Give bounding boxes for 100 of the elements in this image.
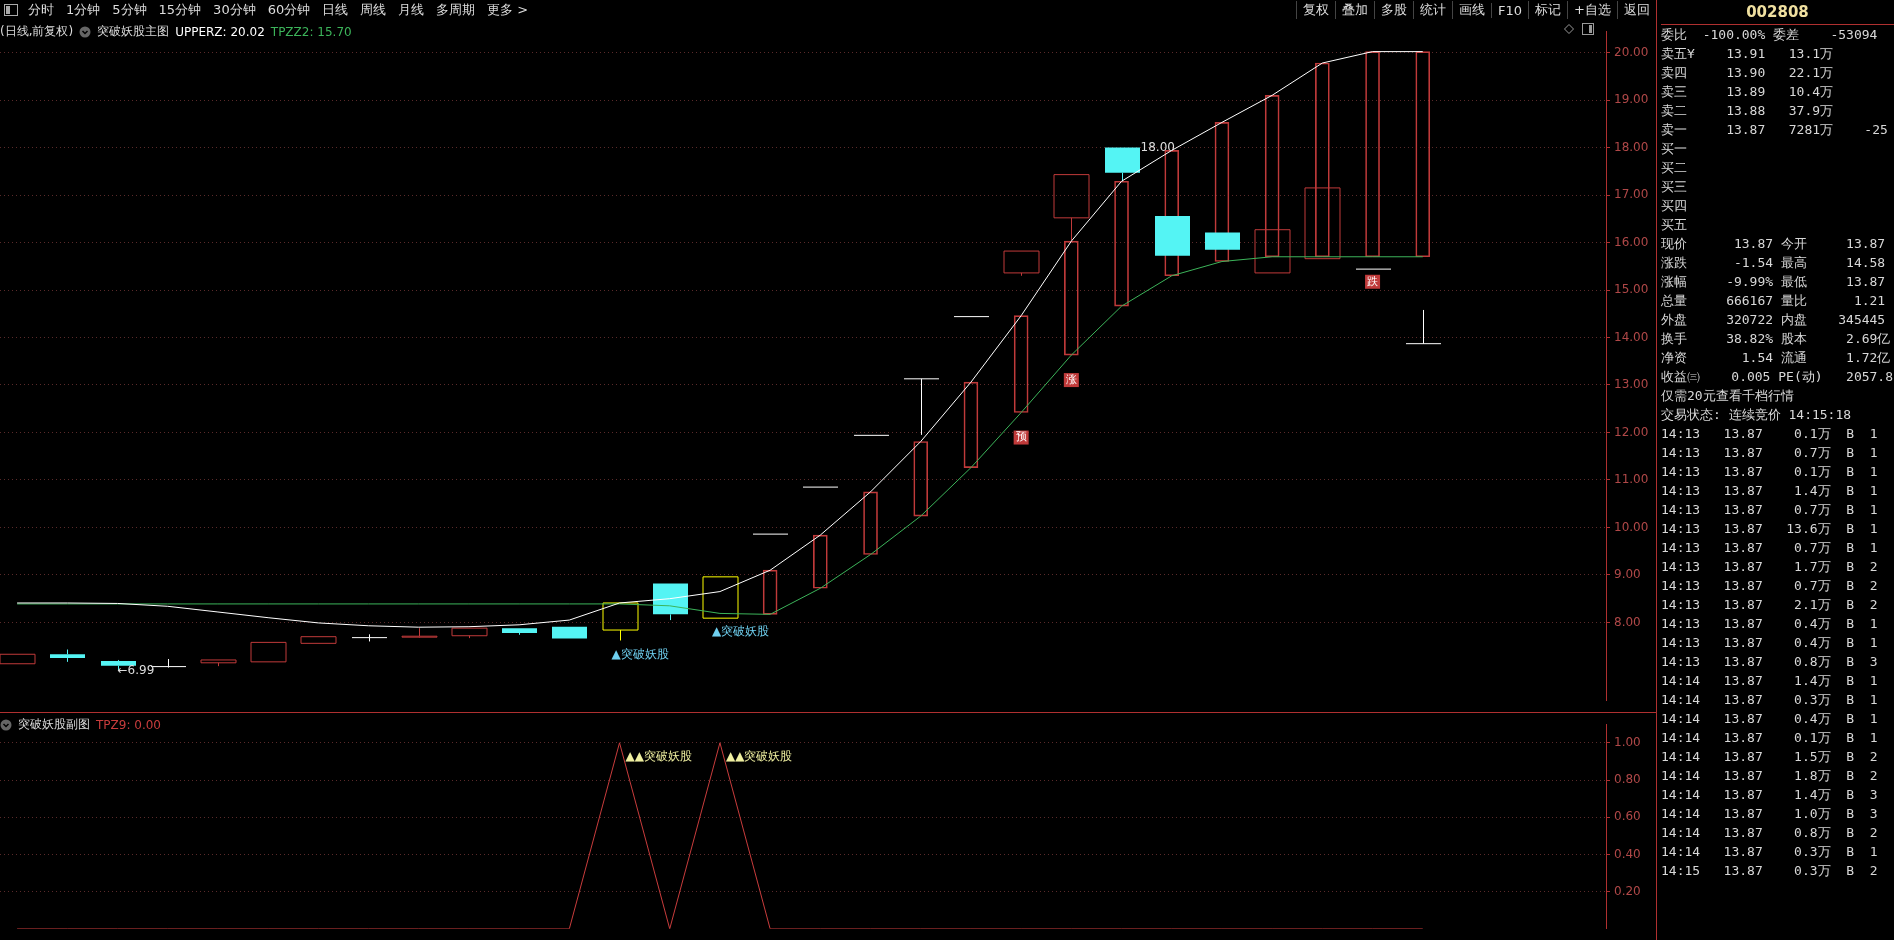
text: 14:13 13.87 0.1万 B 1 (1661, 463, 1879, 481)
text: 14:13 13.87 0.1万 B 1 (1661, 425, 1879, 443)
text: TPZZ2: 15.70 (270, 24, 352, 39)
y-tick-label: 10.00 (1614, 519, 1649, 534)
candlestick (602, 602, 639, 641)
text: 14:13 13.87 0.4万 B 1 (1661, 634, 1879, 652)
text: 1分钟 (65, 1, 102, 19)
text: 叠加 (1335, 1, 1375, 19)
text: 买二 (1661, 159, 1688, 177)
candlestick (451, 627, 488, 639)
text: 分时 (27, 1, 55, 19)
y-tick-label: 13.00 (1614, 377, 1649, 392)
text: 卖一 13.87 7281万 -25 (1661, 121, 1889, 139)
text: 收益㈢ 0.005 PE(动) 2057.8 (1661, 368, 1894, 386)
data-label: 跌 (1367, 274, 1379, 288)
text: 14:13 13.87 1.7万 B 2 (1661, 558, 1879, 576)
text: 14:14 13.87 0.8万 B 2 (1661, 824, 1879, 842)
text: 14:13 13.87 13.6万 B 1 (1661, 520, 1879, 538)
text: 14:13 13.87 0.8万 B 3 (1661, 653, 1879, 671)
data-label: 涨 (1065, 372, 1077, 386)
text: 买一 (1661, 140, 1688, 158)
text: 买四 (1661, 197, 1688, 215)
text: UPPERZ: 20.02 (175, 24, 265, 39)
text: 14:15 13.87 0.3万 B 2 (1661, 862, 1879, 880)
text: 14:13 13.87 1.4万 B 1 (1661, 482, 1879, 500)
text: 多股 (1374, 1, 1414, 19)
text: +自选 (1567, 1, 1617, 19)
text: 统计 (1413, 1, 1453, 19)
y-tick-label: 8.00 (1614, 614, 1641, 629)
text: 更多 > (486, 1, 530, 19)
text: 5分钟 (111, 1, 148, 19)
text: 涨跌 -1.54 最高 14.58 (1661, 254, 1887, 272)
y-tick-label: 0.20 (1614, 883, 1641, 898)
text: 14:14 13.87 0.1万 B 1 (1661, 729, 1879, 747)
text: 14:14 13.87 1.4万 B 3 (1661, 786, 1879, 804)
y-tick-label: 14.00 (1614, 329, 1649, 344)
y-tick-label: 20.00 (1614, 44, 1649, 59)
y-tick-label: 0.80 (1614, 772, 1641, 787)
text: 14:14 13.87 0.3万 B 1 (1661, 843, 1879, 861)
data-label: 预 (1015, 430, 1027, 444)
text: 14:13 13.87 2.1万 B 2 (1661, 596, 1879, 614)
y-tick-label: 12.00 (1614, 424, 1649, 439)
text: 日线 (321, 1, 350, 19)
text: 复权 (1296, 1, 1336, 19)
text: 净资 1.54 流通 1.72亿 (1661, 349, 1892, 367)
candlestick (1405, 309, 1442, 345)
text: 30分钟 (212, 1, 257, 19)
y-tick-label: 0.40 (1614, 846, 1641, 861)
y-tick-label: 1.00 (1614, 734, 1641, 749)
text: 卖三 13.89 10.4万 (1661, 83, 1835, 101)
text: 卖二 13.88 37.9万 (1661, 102, 1835, 120)
text: 15分钟 (157, 1, 203, 19)
y-tick-label: 11.00 (1614, 472, 1649, 487)
text: 买五 (1661, 216, 1688, 234)
text: 画线 (1452, 1, 1492, 19)
text: 14:14 13.87 1.8万 B 2 (1661, 767, 1879, 785)
text: 仅需20元查看千档行情 (1661, 387, 1795, 405)
text: 18.00 (1140, 139, 1175, 154)
text: ▲突破妖股 (711, 624, 770, 639)
text: 14:13 13.87 0.7万 B 1 (1661, 444, 1879, 462)
text: 标记 (1528, 1, 1568, 19)
text: 月线 (397, 1, 426, 19)
text: 卖五¥ 13.91 13.1万 (1661, 45, 1835, 63)
candlestick (200, 659, 237, 667)
text: 14:14 13.87 0.3万 B 1 (1661, 691, 1879, 709)
text: 14:13 13.87 0.4万 B 1 (1661, 615, 1879, 633)
candlestick (903, 378, 940, 436)
chart-subtitle: (日线,前复权) (0, 23, 74, 40)
text: 买三 (1661, 178, 1688, 196)
chart-title: 突破妖股主图 (97, 23, 170, 40)
y-tick-label: 19.00 (1614, 92, 1649, 107)
text: 14:14 13.87 1.5万 B 2 (1661, 748, 1879, 766)
y-tick-label: 17.00 (1614, 187, 1649, 202)
data-label: ▲▲突破妖股 (725, 748, 793, 763)
y-tick-label: 0.60 (1614, 809, 1641, 824)
y-tick-label: 9.00 (1614, 567, 1641, 582)
text: 总量 666167 量比 1.21 (1661, 292, 1887, 310)
text: TPZ9: 0.00 (96, 717, 161, 732)
y-tick-label: 18.00 (1614, 139, 1649, 154)
text: 现价 13.87 今开 13.87 (1661, 235, 1887, 253)
text: 周线 (359, 1, 388, 19)
text: 涨幅 -9.99% 最低 13.87 (1661, 273, 1887, 291)
text: ←6.99 (117, 662, 155, 677)
chart-title: 突破妖股副图 (18, 716, 90, 733)
text: F10 (1491, 2, 1529, 18)
text: 14:13 13.87 0.7万 B 1 (1661, 501, 1879, 519)
text: 委比 -100.00% 委差 -53094 (1661, 26, 1879, 44)
text: 卖四 13.90 22.1万 (1661, 64, 1835, 82)
y-tick-label: 15.00 (1614, 282, 1649, 297)
text: 14:13 13.87 0.7万 B 2 (1661, 577, 1879, 595)
data-label: ▲▲突破妖股 (625, 748, 692, 763)
text: 交易状态: 连续竞价 14:15:18 (1661, 406, 1853, 424)
text: 14:14 13.87 0.4万 B 1 (1661, 710, 1879, 728)
text: 14:14 13.87 1.0万 B 3 (1661, 805, 1879, 823)
text: ▲突破妖股 (611, 646, 669, 661)
candlestick (502, 628, 537, 636)
text: 返回 (1617, 1, 1656, 19)
text: 14:14 13.87 1.4万 B 1 (1661, 672, 1879, 690)
text: 换手 38.82% 股本 2.69亿 (1661, 330, 1892, 348)
y-tick-label: 16.00 (1614, 234, 1649, 249)
